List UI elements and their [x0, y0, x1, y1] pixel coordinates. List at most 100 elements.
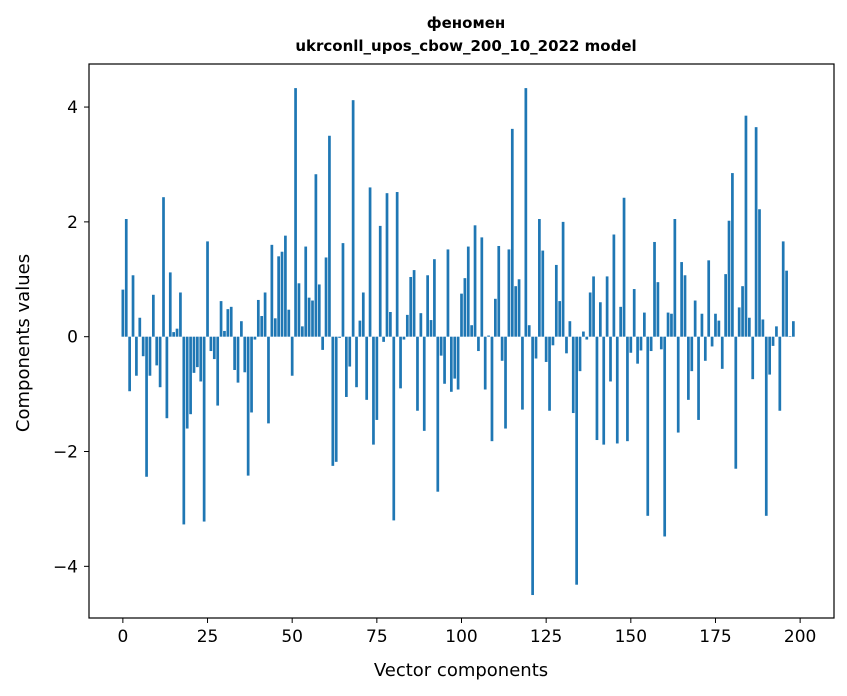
bar: [416, 336, 419, 411]
bar: [717, 320, 721, 337]
y-tick-label: −2: [53, 443, 78, 463]
bar: [182, 336, 186, 525]
bar: [321, 336, 325, 350]
bar: [165, 336, 169, 419]
bar: [758, 209, 761, 337]
x-tick-label: 100: [445, 627, 477, 647]
bar: [175, 328, 179, 337]
bar: [341, 243, 345, 337]
bar: [507, 249, 511, 337]
x-tick-label: 50: [281, 627, 303, 647]
bar: [253, 336, 257, 340]
bar: [551, 336, 555, 346]
bar: [196, 336, 199, 368]
bar: [598, 302, 602, 337]
bar: [141, 336, 145, 357]
bar: [168, 272, 172, 337]
bar: [775, 326, 778, 337]
x-tick-label: 175: [699, 627, 731, 647]
bar: [361, 292, 365, 337]
bar: [714, 313, 717, 337]
bar: [389, 312, 392, 337]
bar: [741, 286, 744, 337]
bar: [172, 332, 176, 337]
bar: [548, 336, 551, 411]
bar: [348, 336, 352, 367]
bar: [561, 221, 565, 337]
bar: [314, 174, 318, 337]
bar: [585, 336, 589, 340]
y-tick-label: 0: [67, 328, 78, 348]
bar: [700, 313, 704, 337]
bar: [212, 336, 216, 360]
bar: [131, 275, 135, 337]
bar: [494, 298, 497, 337]
bar: [399, 336, 402, 389]
bar: [422, 336, 426, 431]
bar: [727, 220, 731, 337]
bar: [277, 256, 280, 337]
bar: [229, 306, 233, 337]
bar: [202, 336, 206, 522]
bar: [720, 336, 724, 369]
bar: [287, 309, 291, 337]
bar: [192, 336, 196, 373]
bar: [419, 313, 423, 337]
bar: [185, 336, 189, 429]
bar: [554, 264, 558, 337]
bar: [636, 336, 639, 364]
bar: [497, 245, 501, 337]
bar: [622, 197, 626, 337]
y-axis-label: Components values: [13, 254, 34, 432]
bar: [267, 336, 270, 424]
bar: [449, 336, 453, 392]
bar: [409, 276, 413, 337]
bar: [284, 235, 287, 337]
bar: [578, 336, 582, 372]
bar: [240, 321, 243, 337]
bar: [324, 257, 328, 337]
bar: [531, 336, 534, 596]
bar: [151, 294, 155, 337]
bar: [710, 336, 714, 347]
bar: [768, 336, 772, 375]
bar: [236, 336, 240, 383]
bar: [480, 237, 484, 337]
bar: [243, 336, 247, 373]
bar: [135, 336, 138, 376]
y-axis-ticks: −4 −2 0 2 4: [53, 98, 89, 577]
bar: [595, 336, 599, 441]
bar: [470, 325, 474, 337]
bar: [609, 336, 612, 382]
bar: [375, 336, 379, 420]
bar: [629, 336, 633, 353]
bar: [331, 336, 335, 466]
bar: [453, 336, 457, 379]
bar: [412, 270, 416, 337]
bar: [588, 292, 592, 337]
bar: [358, 320, 362, 337]
bar: [260, 316, 264, 337]
bar: [571, 336, 575, 414]
x-axis-label: Vector components: [374, 660, 548, 681]
bar: [592, 276, 595, 337]
bar: [683, 275, 687, 337]
bar: [372, 336, 375, 445]
bar: [693, 300, 697, 337]
bar: [724, 274, 727, 337]
bar: [199, 336, 203, 382]
bar: [433, 259, 436, 337]
bar: [544, 336, 548, 362]
bar: [246, 336, 250, 476]
bar: [792, 321, 795, 337]
chart-title: феномен: [427, 14, 506, 32]
bar: [338, 336, 341, 338]
bar: [565, 336, 568, 354]
bar: [405, 314, 409, 337]
bar: [328, 135, 331, 337]
bar: [524, 88, 528, 337]
bar: [382, 336, 385, 342]
bar: [731, 173, 734, 337]
x-tick-label: 0: [117, 627, 128, 647]
bar: [300, 326, 304, 337]
